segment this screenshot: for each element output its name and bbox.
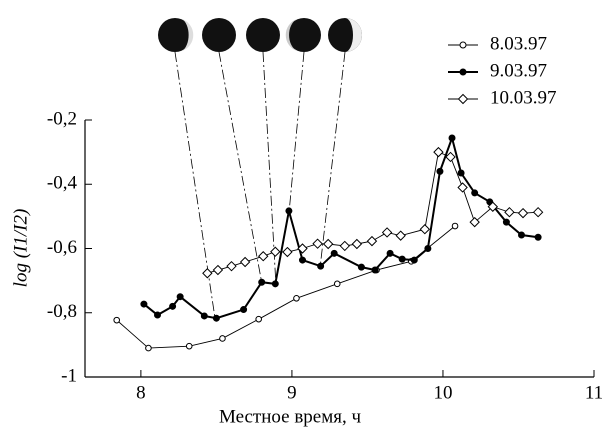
marker: [532, 206, 544, 218]
marker: [371, 266, 379, 274]
marker: [436, 167, 444, 175]
legend-label: 10.03.97: [490, 87, 557, 108]
marker: [448, 134, 456, 142]
marker: [445, 151, 456, 163]
marker: [219, 335, 226, 342]
marker: [502, 218, 510, 226]
marker: [471, 189, 479, 197]
marker: [239, 256, 251, 268]
marker: [226, 260, 237, 272]
marker: [518, 231, 526, 239]
marker: [333, 280, 341, 288]
legend-label: 8.03.97: [490, 33, 547, 54]
x-tick-label: 11: [585, 382, 603, 403]
marker: [255, 315, 262, 323]
marker: [424, 245, 432, 252]
marker: [140, 300, 148, 308]
marker: [457, 169, 465, 177]
marker: [419, 224, 431, 235]
x-tick-label: 10: [433, 382, 452, 403]
marker: [212, 264, 224, 276]
marker: [410, 256, 418, 264]
marker: [282, 246, 293, 258]
marker: [451, 222, 459, 230]
marker: [469, 216, 480, 228]
marker: [351, 238, 363, 250]
marker: [285, 207, 293, 215]
legend-marker: [457, 93, 469, 105]
legend-marker: [459, 41, 467, 49]
x-tick-label: 9: [287, 382, 297, 403]
marker: [258, 278, 266, 286]
marker: [212, 314, 220, 322]
marker: [169, 302, 177, 310]
marker: [145, 344, 152, 352]
marker: [200, 312, 208, 320]
marker: [386, 249, 394, 257]
marker: [487, 201, 499, 212]
marker: [258, 251, 269, 262]
marker: [357, 263, 365, 271]
marker: [202, 268, 213, 279]
marker: [433, 146, 444, 158]
marker: [366, 235, 378, 247]
marker: [322, 238, 334, 250]
y-tick-label: -1: [61, 365, 77, 386]
marker: [270, 246, 281, 257]
marker: [504, 206, 515, 218]
marker: [176, 293, 184, 301]
marker: [293, 294, 300, 302]
marker: [317, 262, 325, 270]
marker: [153, 311, 161, 319]
marker: [534, 233, 542, 241]
x-tick-label: 8: [136, 382, 146, 403]
marker: [240, 306, 248, 314]
marker: [457, 182, 468, 193]
series-line: [116, 225, 456, 349]
marker: [398, 255, 406, 263]
marker: [113, 316, 121, 324]
marker: [297, 243, 308, 254]
marker: [395, 230, 406, 241]
y-tick-label: -0,4: [47, 173, 78, 194]
y-tick-label: -0,2: [47, 108, 77, 129]
marker: [517, 207, 529, 219]
series-line: [143, 134, 539, 320]
moon-icons: [158, 18, 362, 52]
marker: [330, 249, 338, 257]
marker: [312, 238, 323, 249]
marker: [271, 280, 279, 288]
moon-phases: [174, 51, 346, 319]
y-axis-label: log (I1/I2): [10, 209, 31, 288]
y-tick-label: -0,8: [47, 301, 77, 322]
marker: [185, 342, 193, 350]
legend-marker: [459, 68, 467, 76]
x-axis-label: Местное время, ч: [219, 406, 362, 427]
marker: [298, 256, 306, 264]
legend-label: 9.03.97: [490, 60, 547, 81]
marker: [381, 227, 393, 238]
marker: [339, 240, 350, 252]
y-tick-label: -0,6: [47, 237, 77, 258]
